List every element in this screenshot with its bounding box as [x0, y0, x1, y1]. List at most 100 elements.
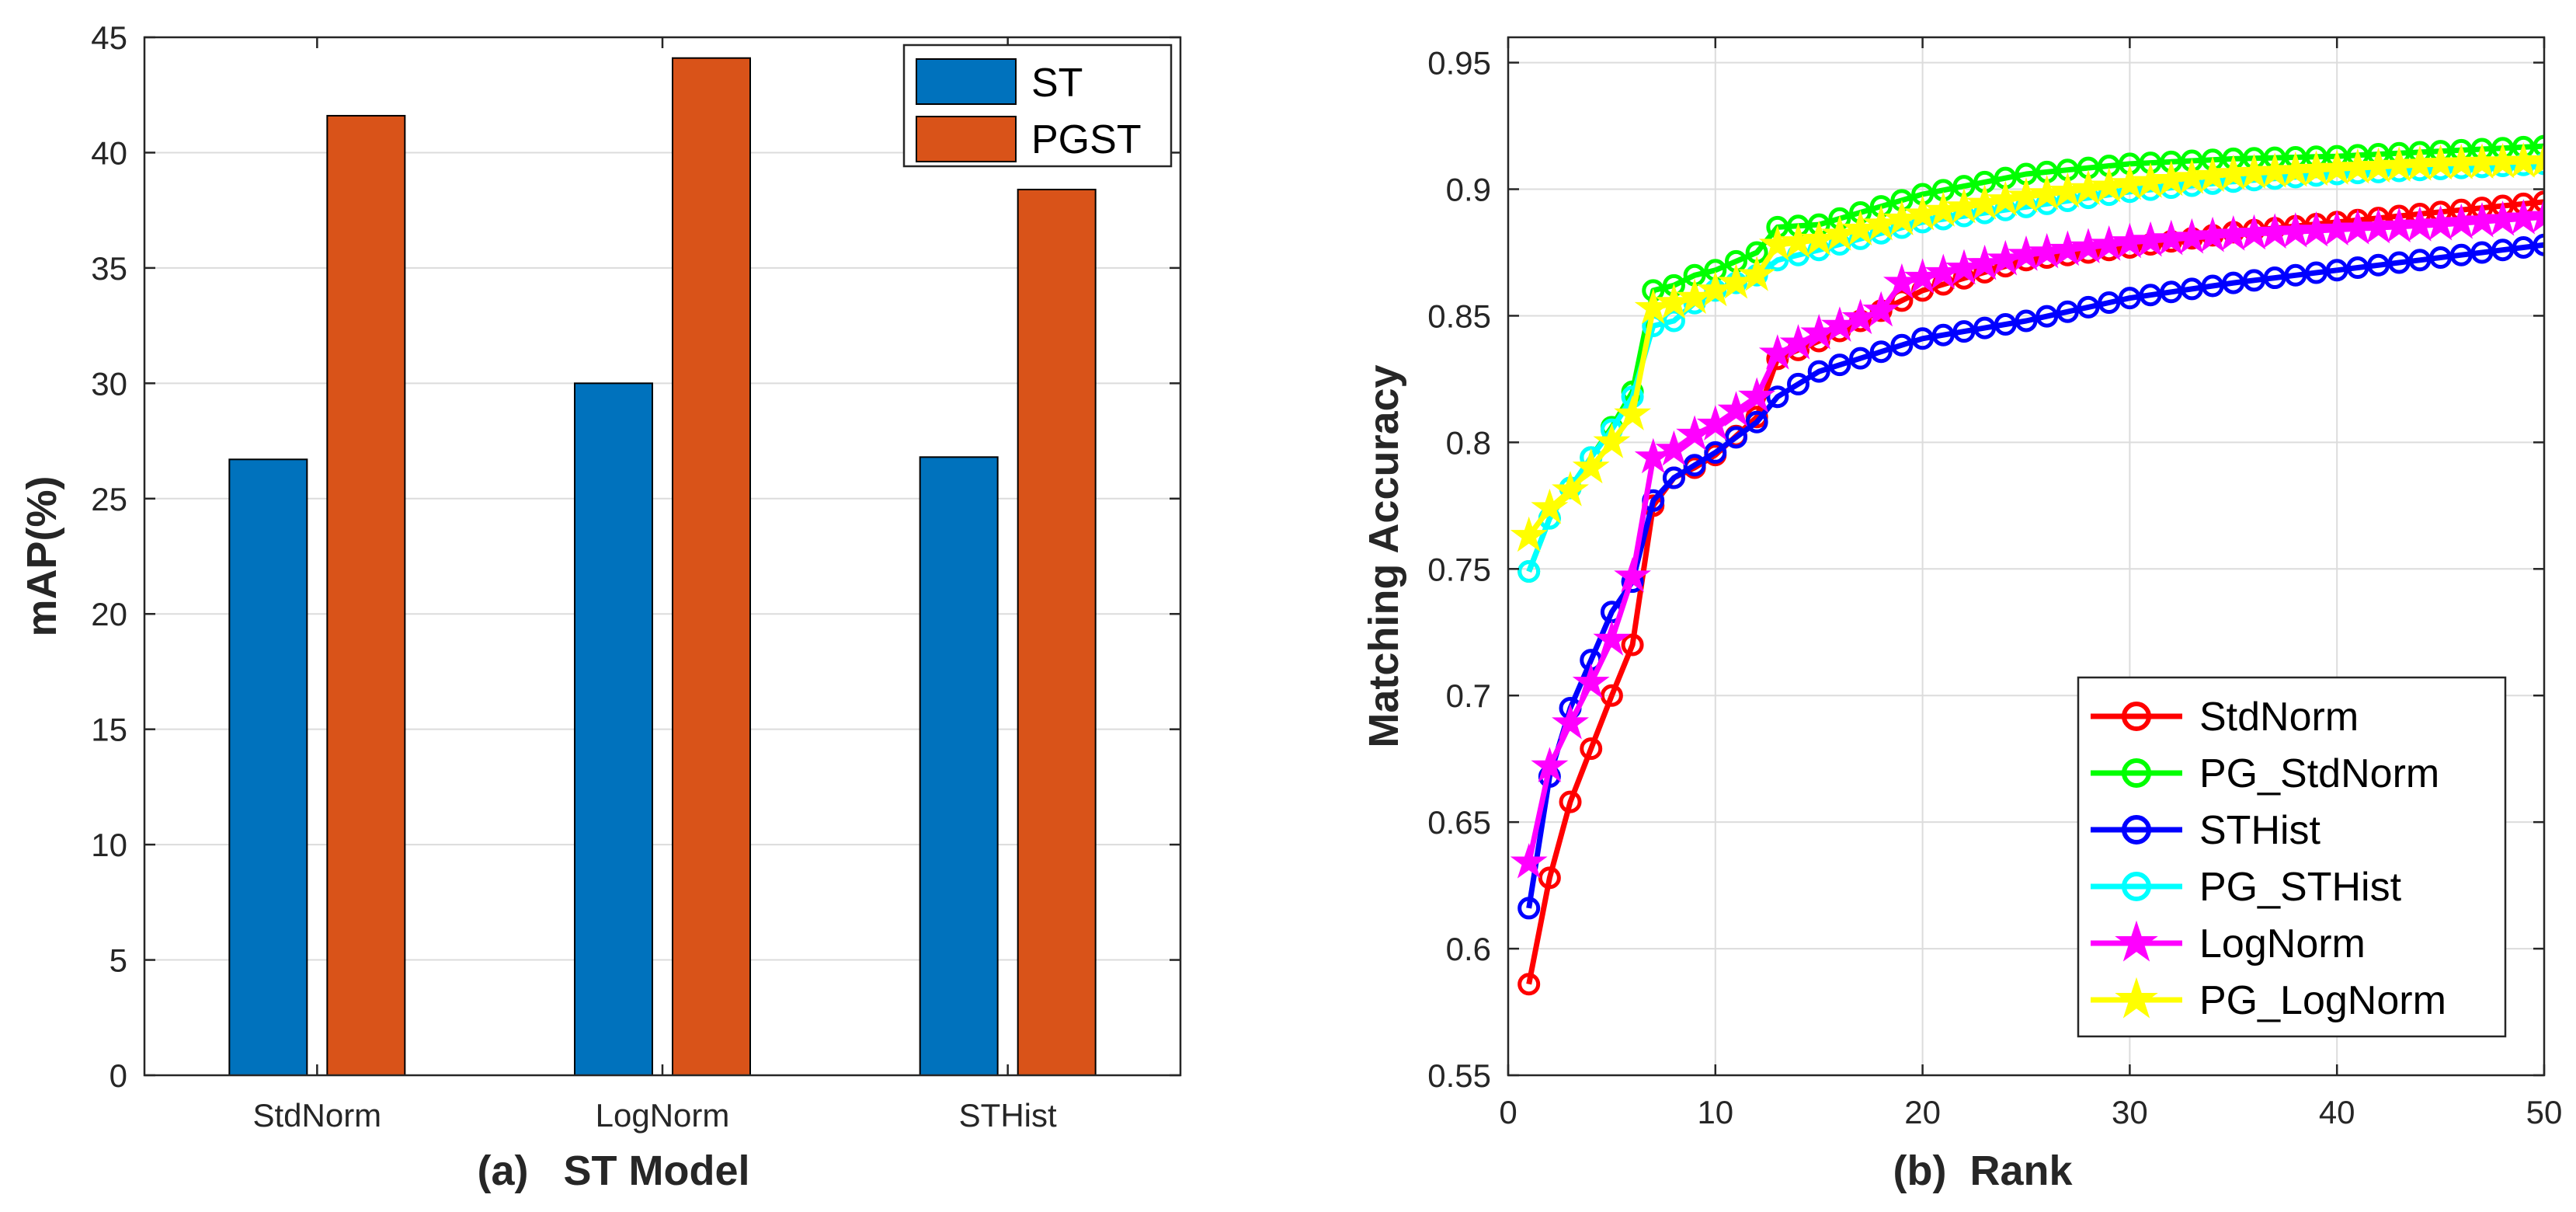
point-sthist [2056, 300, 2079, 323]
legend-label-pg-sthist: PG_STHist [2199, 865, 2402, 910]
legend-marker-stdnorm [2122, 702, 2151, 731]
line-y-tick-label: 0.55 [1427, 1057, 1491, 1094]
point-sthist [1952, 320, 1976, 343]
point-sthist [2035, 305, 2059, 328]
point-sthist [2118, 287, 2141, 310]
bar-y-tick-label: 45 [91, 19, 127, 56]
point-lognorm [1779, 324, 1817, 360]
point-sthist [1745, 410, 1768, 434]
point-sthist [2201, 274, 2224, 298]
point-sthist [2429, 246, 2453, 269]
bar-chart-ticks: 0 5 10 15 20 25 30 35 40 45 StdNorm LogNorm STHist [91, 19, 1180, 1134]
point-sthist [2367, 253, 2390, 277]
point-stdnorm [1538, 866, 1561, 890]
line-y-tick-label: 0.65 [1427, 804, 1491, 841]
point-sthist [1662, 466, 1685, 489]
point-sthist [2346, 256, 2369, 280]
line-x-tick-label: 20 [1904, 1094, 1941, 1130]
point-pg-lognorm [1552, 471, 1590, 507]
point-pg-lognorm [1614, 395, 1652, 430]
line-x-tick-label: 40 [2319, 1094, 2355, 1130]
line-y-tick-label: 0.9 [1446, 172, 1491, 208]
legend-swatch-st [916, 58, 1017, 105]
legend-label-st: ST [1031, 61, 1083, 106]
point-sthist [2242, 269, 2265, 292]
bar-y-tick-label: 35 [91, 250, 127, 287]
point-sthist [2263, 266, 2286, 290]
bar-st-stdnorm [228, 458, 308, 1076]
bar-chart-legend: ST PGST [902, 44, 1173, 168]
bar-y-tick-label: 40 [91, 134, 127, 171]
point-lognorm [1552, 703, 1590, 740]
point-stdnorm [1517, 973, 1541, 996]
line-legend-box [2077, 676, 2507, 1038]
point-stdnorm [1580, 737, 1603, 761]
point-lognorm [2526, 197, 2544, 233]
point-sthist [1787, 372, 1810, 395]
legend-label-stdnorm: StdNorm [2199, 695, 2359, 740]
legend-marker-sthist [2122, 815, 2151, 845]
bar-x-tick-label: LogNorm [596, 1097, 730, 1134]
bar-pgst-stdnorm [326, 114, 406, 1076]
legend-swatch-pgst [916, 116, 1017, 162]
point-sthist [2512, 235, 2535, 259]
point-sthist [1704, 441, 1727, 464]
bar-chart-bars [228, 57, 1097, 1077]
line-y-tick-label: 0.95 [1427, 45, 1491, 82]
point-sthist [1911, 327, 1935, 350]
point-sthist [1807, 360, 1830, 383]
legend-marker-pg-lognorm [2115, 977, 2158, 1019]
point-lognorm [1634, 437, 1672, 474]
line-chart-series [1510, 134, 2544, 996]
point-lognorm [1676, 415, 1714, 451]
point-sthist [1994, 313, 2017, 336]
point-stdnorm [1890, 289, 1914, 312]
point-sthist [2139, 284, 2162, 307]
line-chart-xlabel: (b) Rank [1893, 1148, 2073, 1194]
legend-label-pg-stdnorm: PG_StdNorm [2199, 751, 2439, 796]
line-x-tick-label: 50 [2526, 1094, 2563, 1130]
line-y-tick-label: 0.8 [1446, 424, 1491, 461]
point-pg-lognorm [2526, 141, 2544, 178]
line-y-tick-label: 0.7 [1446, 677, 1491, 714]
point-pg-lognorm [1676, 278, 1714, 314]
legend-marker-lognorm [2115, 920, 2158, 962]
bar-y-tick-label: 25 [91, 481, 127, 517]
line-y-tick-label: 0.75 [1427, 551, 1491, 587]
bar-chart-panel: 0 5 10 15 20 25 30 35 40 45 StdNorm LogNorm STHist m… [19, 19, 1182, 1194]
point-lognorm [1758, 334, 1796, 370]
bar-x-tick-label: StdNorm [252, 1097, 381, 1134]
point-sthist [1828, 354, 1851, 377]
point-lognorm [1510, 843, 1548, 879]
bar-y-tick-label: 5 [110, 942, 127, 979]
bar-x-tick-label: STHist [959, 1097, 1057, 1134]
point-sthist [1869, 340, 1893, 364]
point-sthist [2160, 280, 2183, 304]
point-stdnorm [1621, 633, 1644, 656]
point-sthist [1517, 897, 1541, 920]
line-x-tick-label: 0 [1499, 1094, 1517, 1130]
line-chart-axes-frame [1507, 36, 2546, 1077]
point-sthist [2408, 249, 2432, 272]
point-sthist [1724, 426, 1747, 449]
line-x-tick-label: 10 [1697, 1094, 1733, 1130]
point-sthist [1849, 347, 1872, 370]
point-lognorm [1531, 747, 1569, 782]
point-sthist [2449, 243, 2473, 266]
point-lognorm [1738, 377, 1776, 413]
point-stdnorm [1600, 684, 1623, 707]
line-y-tick-label: 0.6 [1446, 931, 1491, 967]
line-chart-panel: 0.55 0.6 0.65 0.7 0.75 0.8 0.85 0.9 0.95 0 10 20 30 4… [1361, 36, 2563, 1194]
point-sthist [2491, 239, 2515, 262]
line-chart-legend: StdNorm PG_StdNorm STHist PG_STHist LogNorm P… [2077, 676, 2507, 1038]
point-sthist [2077, 295, 2100, 319]
point-pg-sthist [1517, 560, 1541, 583]
legend-label-lognorm: LogNorm [2199, 921, 2366, 966]
bar-pgst-sthist [1017, 188, 1097, 1077]
legend-marker-pg-sthist [2122, 872, 2151, 901]
line-chart-ylabel: Matching Accuracy [1361, 364, 1407, 747]
bar-y-tick-label: 30 [91, 365, 127, 402]
series-lognorm [1510, 197, 2544, 879]
legend-label-pg-lognorm: PG_LogNorm [2199, 978, 2446, 1023]
point-sthist [2284, 263, 2307, 287]
